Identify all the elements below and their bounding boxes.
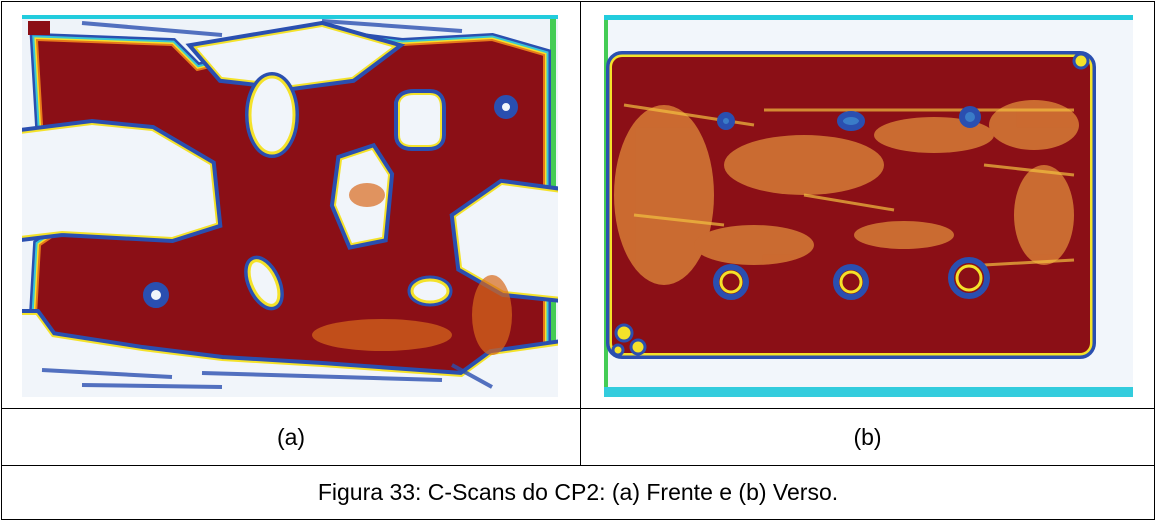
subfigure-label: (a) bbox=[2, 409, 580, 465]
border-right bbox=[1154, 1, 1155, 520]
border-top bbox=[1, 1, 1155, 2]
column-divider bbox=[580, 1, 581, 465]
border-bottom bbox=[1, 519, 1155, 520]
page: (a) (b) Figura 33: C-Scans do CP2: (a) F… bbox=[0, 0, 1156, 521]
c-scan-front bbox=[22, 15, 558, 397]
figure-caption: Figura 33: C-Scans do CP2: (a) Frente e … bbox=[2, 466, 1154, 519]
subfigure-label: (b) bbox=[581, 409, 1154, 465]
c-scan-back bbox=[604, 15, 1133, 397]
